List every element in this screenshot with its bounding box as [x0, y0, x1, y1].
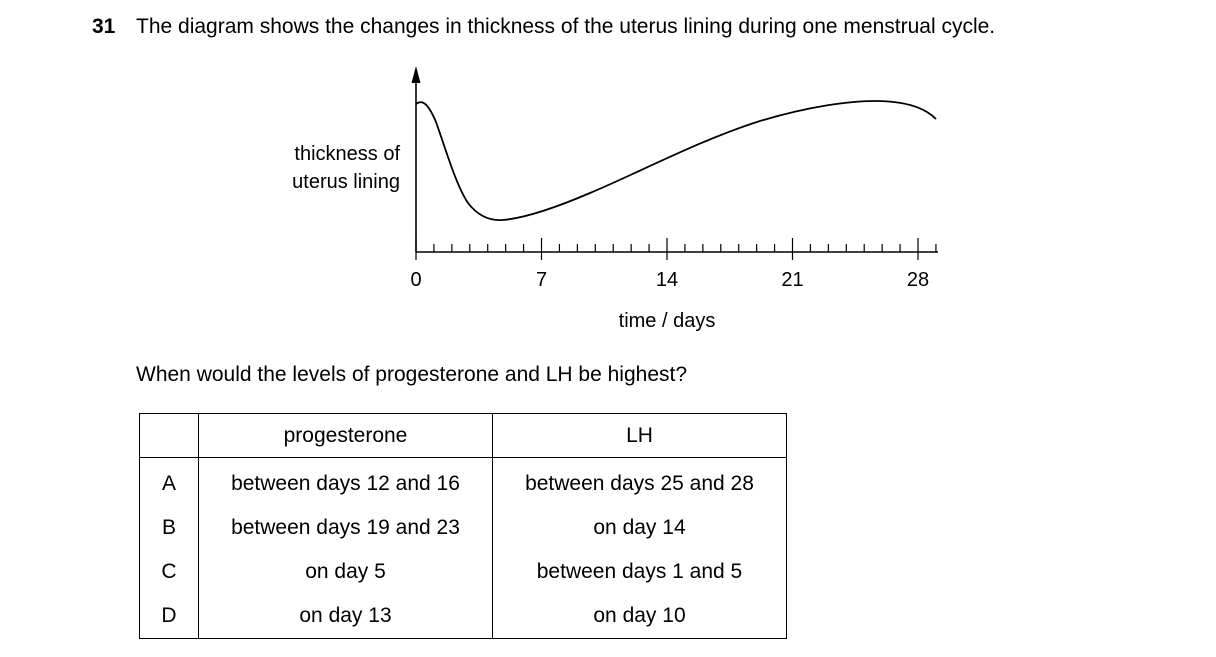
question-text: The diagram shows the changes in thickne…	[136, 15, 996, 38]
table-row: A between days 12 and 16 between days 25…	[139, 457, 787, 506]
x-tick-label: 7	[536, 269, 547, 291]
header-lh: LH	[492, 413, 787, 458]
option-letter-c: C	[139, 550, 199, 594]
table-row: B between days 19 and 23 on day 14	[139, 506, 787, 550]
thickness-curve	[415, 100, 937, 221]
header-progesterone: progesterone	[198, 413, 493, 458]
option-a-lh: between days 25 and 28	[492, 457, 787, 506]
option-c-progesterone: on day 5	[198, 550, 493, 594]
option-letter-d: D	[139, 594, 199, 639]
y-axis-arrowhead	[411, 66, 421, 83]
y-axis-label: thickness of uterus lining	[260, 140, 400, 196]
option-d-lh: on day 10	[492, 594, 787, 639]
uterus-lining-diagram: 0 7 14 21 28 time / days	[410, 66, 938, 332]
y-axis-label-line-2: uterus lining	[292, 171, 400, 193]
y-axis-label-line-1: thickness of	[294, 143, 400, 165]
x-axis-tick-labels: 0 7 14 21 28	[410, 269, 929, 291]
answer-options-table: progesterone LH A between days 12 and 16…	[139, 413, 787, 639]
option-a-progesterone: between days 12 and 16	[198, 457, 493, 506]
header-blank	[139, 413, 199, 458]
x-tick-label: 14	[656, 269, 678, 291]
x-tick-label: 28	[907, 269, 929, 291]
question-prompt: When would the levels of progesterone an…	[136, 363, 688, 386]
option-b-progesterone: between days 19 and 23	[198, 506, 493, 550]
option-d-progesterone: on day 13	[198, 594, 493, 639]
table-header-row: progesterone LH	[139, 413, 787, 458]
option-letter-a: A	[139, 457, 199, 506]
x-axis-label: time / days	[619, 310, 716, 332]
option-c-lh: between days 1 and 5	[492, 550, 787, 594]
option-letter-b: B	[139, 506, 199, 550]
x-axis-ticks	[415, 238, 937, 260]
x-tick-label: 21	[781, 269, 803, 291]
option-b-lh: on day 14	[492, 506, 787, 550]
question-number: 31	[92, 15, 116, 38]
x-tick-label: 0	[410, 269, 421, 291]
table-row: D on day 13 on day 10	[139, 594, 787, 639]
table-row: C on day 5 between days 1 and 5	[139, 550, 787, 594]
